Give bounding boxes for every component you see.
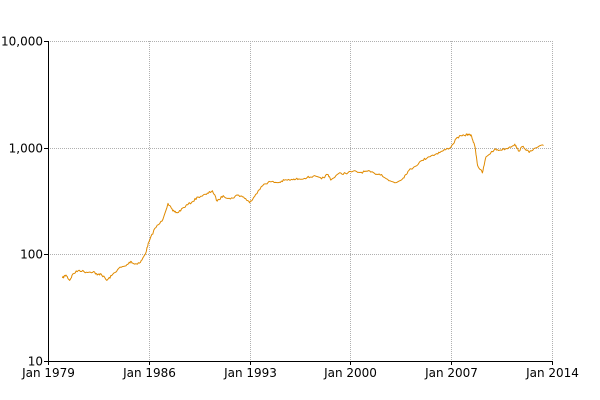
axis-layer [44,41,553,365]
x-tick-label: Jan 1979 [21,366,75,380]
y-tick-label: 10,000 [1,35,43,49]
series-line [61,133,544,281]
y-tick-label: 100 [20,248,43,262]
y-tick-label: 1,000 [9,142,43,156]
grid-layer [48,41,553,362]
x-tick-label: Jan 2007 [424,366,478,380]
x-tick-label: Jan 1993 [223,366,277,380]
x-tick-label: Jan 2000 [323,366,377,380]
x-tick-label: Jan 2014 [525,366,579,380]
tick-label-layer: 10 100 1,000 10,000 Jan 1979 Jan 1986 Jan 1993… [1,35,579,381]
x-tick-label: Jan 1986 [122,366,176,380]
y-tick-label: 10 [28,355,43,369]
series-layer [61,133,544,281]
